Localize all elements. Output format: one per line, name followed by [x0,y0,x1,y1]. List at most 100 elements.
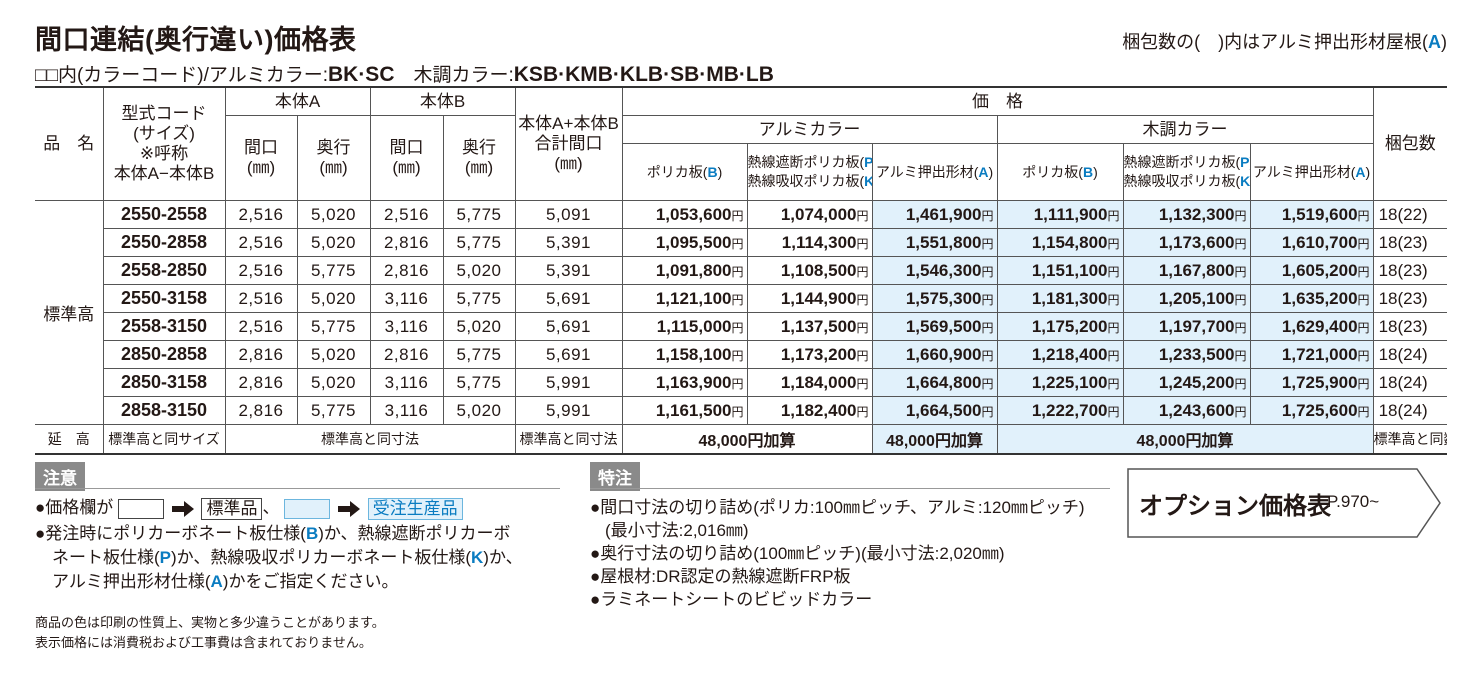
arrow [337,500,360,517]
yen: 円 [731,376,744,391]
text-part: ネート板仕様( [52,548,160,567]
text-part: ●発注時にポリカーボネート板仕様( [35,524,306,543]
special-item: ●奥行寸法の切り詰め(100㎜ピッチ)(最小寸法:2,020㎜) [590,544,1005,563]
option-label: オプション価格表 [1139,493,1331,520]
yen: 円 [856,292,869,307]
price: 1,175,200円 [996,312,1124,341]
dimension: 5,691 [514,340,623,369]
dimension: 5,020 [442,312,516,341]
line: 熱線遮断ポリカ板(P) [1124,154,1250,170]
yen: 円 [1357,236,1370,251]
yen: 円 [1234,320,1247,335]
dimension: 2,816 [224,396,298,425]
dimension-header: 間口 (㎜) [225,115,298,201]
instruction-line: ネート板仕様(P)か、熱線吸収ポリカーボネート板仕様(K)か、 [52,546,523,569]
pack-count: 18(24) [1372,340,1448,369]
yen: 円 [731,404,744,419]
dimension: 3,116 [369,284,444,313]
extra-price: 48,000円加算 [621,424,873,455]
extra-price: 48,000円加算 [996,424,1374,455]
dimension: 5,020 [296,228,371,257]
price: 1,111,900円 [996,200,1124,229]
yen: 円 [731,236,744,251]
dimension: 3,116 [369,396,444,425]
body-b-header: 本体B [369,86,516,116]
text-part: ) [1441,32,1447,52]
color-group-header: アルミカラー [621,115,998,144]
instruction-line: ●発注時にポリカーボネート板仕様(B)か、熱線遮断ポリカーボ [35,522,511,545]
dimension: 2,516 [224,228,298,257]
yen: 円 [1357,208,1370,223]
standard-tag: 標準品 [201,497,263,520]
price: 1,243,600円 [1122,396,1251,425]
price-row: 2550-2858 2,516 5,020 2,816 5,775 5,391 1,095,… [35,228,1448,257]
extra-pack: 標準高と同数 [1372,424,1448,455]
panel-header: 熱線遮断ポリカ板(P) 熱線吸収ポリカ板(K) [746,143,873,201]
fine-print-line: 商品の色は印刷の性質上、実物と多少違うことがあります。 [35,615,385,630]
highlight: K [471,548,484,567]
price-row: 2558-2850 2,516 5,775 2,816 5,020 5,391 1,091,… [35,256,1448,285]
dimension: 5,020 [442,396,516,425]
header-row: ポリカ板(B)熱線遮断ポリカ板(P)熱線吸収ポリカ板(K)アルミ押出形材(A)ポ… [35,143,1447,201]
price: 1,163,900円 [621,368,748,397]
panel-header: 熱線遮断ポリカ板(P) 熱線吸収ポリカ板(K) [1122,143,1251,201]
price: 1,245,200円 [1122,368,1251,397]
dimension: 5,775 [296,396,371,425]
body-a-header: 本体A [224,86,371,116]
price: 1,222,700円 [996,396,1124,425]
highlight: B [305,524,319,543]
dimension: 5,020 [296,200,371,229]
extra-total: 標準高と同寸法 [514,424,623,455]
price: 1,725,600円 [1249,396,1374,425]
price: 1,095,500円 [621,228,748,257]
arrow [171,500,194,517]
price-row: 2858-3150 2,816 5,775 3,116 5,020 5,991 1,161,… [35,396,1448,425]
text-part: ポリカ板( [1022,163,1083,180]
dimension: 2,816 [369,228,444,257]
model-code: 2850-2858 [103,340,226,369]
yen: 円 [981,320,994,335]
option-shape [1127,468,1441,538]
yen: 円 [981,264,994,279]
highlight: K [864,173,871,189]
highlight: A [1428,32,1441,52]
highlight: P [1240,154,1250,170]
price: 1,108,500円 [746,256,873,285]
pack-note: 梱包数の( )内はアルミ押出形材屋根(A) [1122,28,1447,54]
special-label: 特注 [590,462,640,491]
yen: 円 [1234,264,1247,279]
price: 1,115,000円 [621,312,748,341]
yen: 円 [856,348,869,363]
dimension: 3,116 [369,312,444,341]
dimension: 5,020 [296,284,371,313]
price: 1,569,500円 [871,312,998,341]
dimension: 5,691 [514,312,623,341]
model-code: 2858-3150 [103,396,226,425]
dimension: 5,775 [296,312,371,341]
model-code: 2550-2558 [102,200,226,229]
caution-label: 注意 [35,462,85,491]
dimension: 2,516 [224,256,298,285]
model-code: 2550-2858 [103,228,226,257]
panel-header: アルミ押出形材(A) [1249,143,1374,201]
price: 1,225,100円 [996,368,1124,397]
extra-code: 標準高と同サイズ [102,424,226,455]
price: 1,167,800円 [1122,256,1251,285]
item-header: 品 名 [35,86,104,201]
yen: 円 [731,348,744,363]
price: 1,132,300円 [1122,200,1251,229]
panel-header: ポリカ板(B) [622,143,748,201]
price: 1,519,600円 [1249,200,1374,229]
yen: 円 [1107,376,1120,391]
dimension: 2,816 [369,256,444,285]
yen: 円 [856,236,869,251]
legend-prefix: ●価格欄が [35,498,114,517]
text-part: )か、熱線吸収ポリカーボネート板仕様( [171,548,471,567]
yen: 円 [1357,348,1370,363]
price-row: 標準高 2550-2558 2,516 5,020 2,516 5,775 5,091 1,0… [35,200,1448,425]
model-code: 2850-3158 [103,368,226,397]
price-table: 品 名型式コード (サイズ) ※呼称 本体A−本体B 本体A 本体B 本体A+本体B 合計間口… [35,86,1448,455]
dimension: 2,816 [369,340,444,369]
price: 1,664,500円 [871,396,998,425]
